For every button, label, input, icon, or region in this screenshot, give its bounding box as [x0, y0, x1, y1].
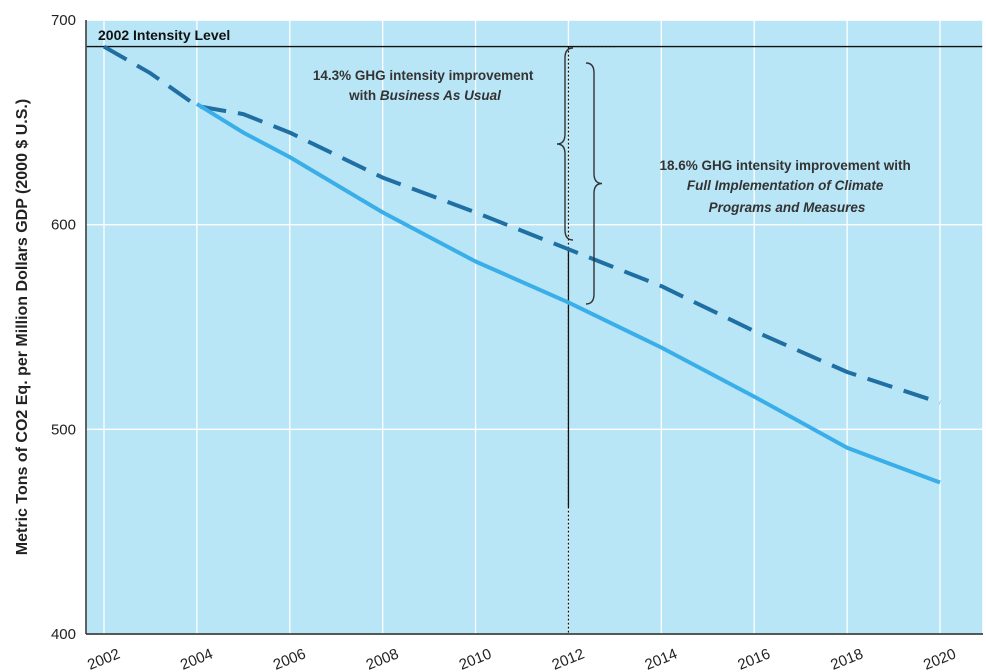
series-line-dashed	[103, 44, 941, 405]
x-tick-label-2020: 2020	[921, 645, 958, 672]
x-tick-label-2012: 2012	[550, 645, 587, 672]
x-tick-label-2016: 2016	[735, 645, 772, 672]
x-tick-label-2008: 2008	[364, 645, 401, 672]
annotation-full-line1: 18.6% GHG intensity improvement with	[659, 158, 910, 173]
annotation-bau-prefix: with	[348, 88, 380, 103]
y-tick-labels: 400 500 600 700	[51, 12, 76, 643]
annotation-braces	[556, 47, 603, 305]
x-tick-label-2004: 2004	[178, 645, 215, 672]
x-tick-label-2006: 2006	[271, 645, 308, 672]
x-tick-labels: 2002 2004 2006 2008 2010 2012 2014 2016 2018 2020	[85, 645, 958, 672]
annotation-bau-line1: 14.3% GHG intensity improvement	[313, 68, 534, 83]
reference-line-label: 2002 Intensity Level	[98, 27, 230, 43]
x-tick-label-2002: 2002	[85, 645, 122, 672]
annotation-full-line3: Programs and Measures	[709, 200, 866, 215]
x-tick-label-2014: 2014	[642, 645, 679, 672]
y-axis-label: Metric Tons of CO2 Eq. per Million Dolla…	[14, 99, 31, 555]
series-line-solid	[195, 102, 941, 485]
x-tick-label-2018: 2018	[828, 645, 865, 672]
annotation-bau-italic: Business As Usual	[380, 88, 501, 103]
series-lines	[103, 44, 941, 485]
annotation-full: 18.6% GHG intensity improvement with Ful…	[659, 158, 914, 215]
y-tick-label-700: 700	[51, 12, 76, 29]
plot-area	[86, 20, 983, 634]
brace-full-implementation	[585, 62, 603, 305]
x-tick-label-2010: 2010	[457, 645, 494, 672]
brace-business-as-usual	[556, 47, 574, 241]
annotation-bau-line2: with Business As Usual	[348, 88, 501, 103]
y-tick-label-600: 600	[51, 217, 76, 234]
y-tick-label-500: 500	[51, 421, 76, 438]
annotation-full-line2: Full Implementation of Climate	[687, 178, 884, 193]
annotation-bau: 14.3% GHG intensity improvement with Bus…	[313, 68, 537, 103]
y-tick-label-400: 400	[51, 626, 76, 643]
reference-lines	[86, 45, 983, 634]
